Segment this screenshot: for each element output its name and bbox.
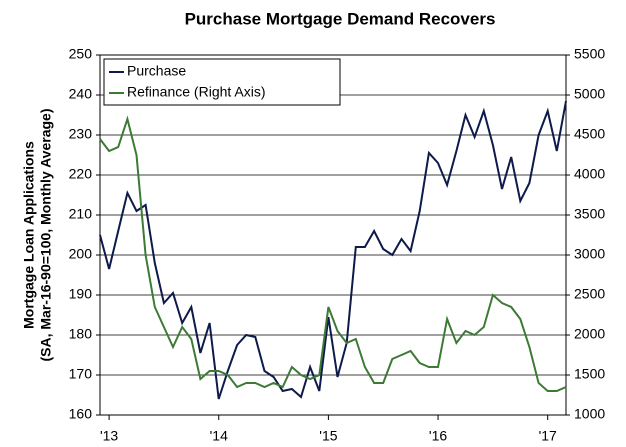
legend-box [103, 58, 341, 106]
x-tick-label: '14 [210, 428, 228, 444]
y2-tick-label: 3500 [574, 206, 605, 222]
y-tick-label: 200 [69, 246, 93, 262]
y-tick-label: 170 [69, 366, 93, 382]
y2-tick-label: 4500 [574, 126, 605, 142]
y-tick-label: 210 [69, 206, 93, 222]
y-tick-label: 190 [69, 286, 93, 302]
y-axis-title-line: Mortgage Loan Applications [21, 141, 37, 329]
x-tick-label: '13 [100, 428, 118, 444]
y-tick-label: 180 [69, 326, 93, 342]
legend-label: Purchase [127, 63, 186, 79]
y2-tick-label: 2000 [574, 326, 605, 342]
x-tick-label: '16 [429, 428, 447, 444]
y2-tick-label: 3000 [574, 246, 605, 262]
y2-tick-label: 4000 [574, 166, 605, 182]
x-tick-label: '15 [319, 428, 337, 444]
plot-frame [99, 54, 567, 416]
y2-tick-label: 2500 [574, 286, 605, 302]
y-tick-label: 160 [69, 406, 93, 422]
x-tick-label: '17 [539, 428, 557, 444]
y-tick-label: 220 [69, 166, 93, 182]
y2-tick-label: 1500 [574, 366, 605, 382]
y2-tick-label: 1000 [574, 406, 605, 422]
legend-label: Refinance (Right Axis) [127, 84, 266, 100]
y-tick-label: 230 [69, 126, 93, 142]
y-axis-title: Mortgage Loan Applications (SA, Mar-16-9… [21, 109, 54, 362]
series-line [99, 100, 567, 400]
y-tick-label: 250 [69, 46, 93, 62]
y2-tick-label: 5500 [574, 46, 605, 62]
y-tick-label: 240 [69, 86, 93, 102]
series-line [99, 115, 567, 392]
y2-tick-label: 5000 [574, 86, 605, 102]
chart-title: Purchase Mortgage Demand Recovers [185, 9, 496, 28]
y-axis-title-line: (SA, Mar-16-90=100, Monthly Average) [38, 109, 54, 362]
